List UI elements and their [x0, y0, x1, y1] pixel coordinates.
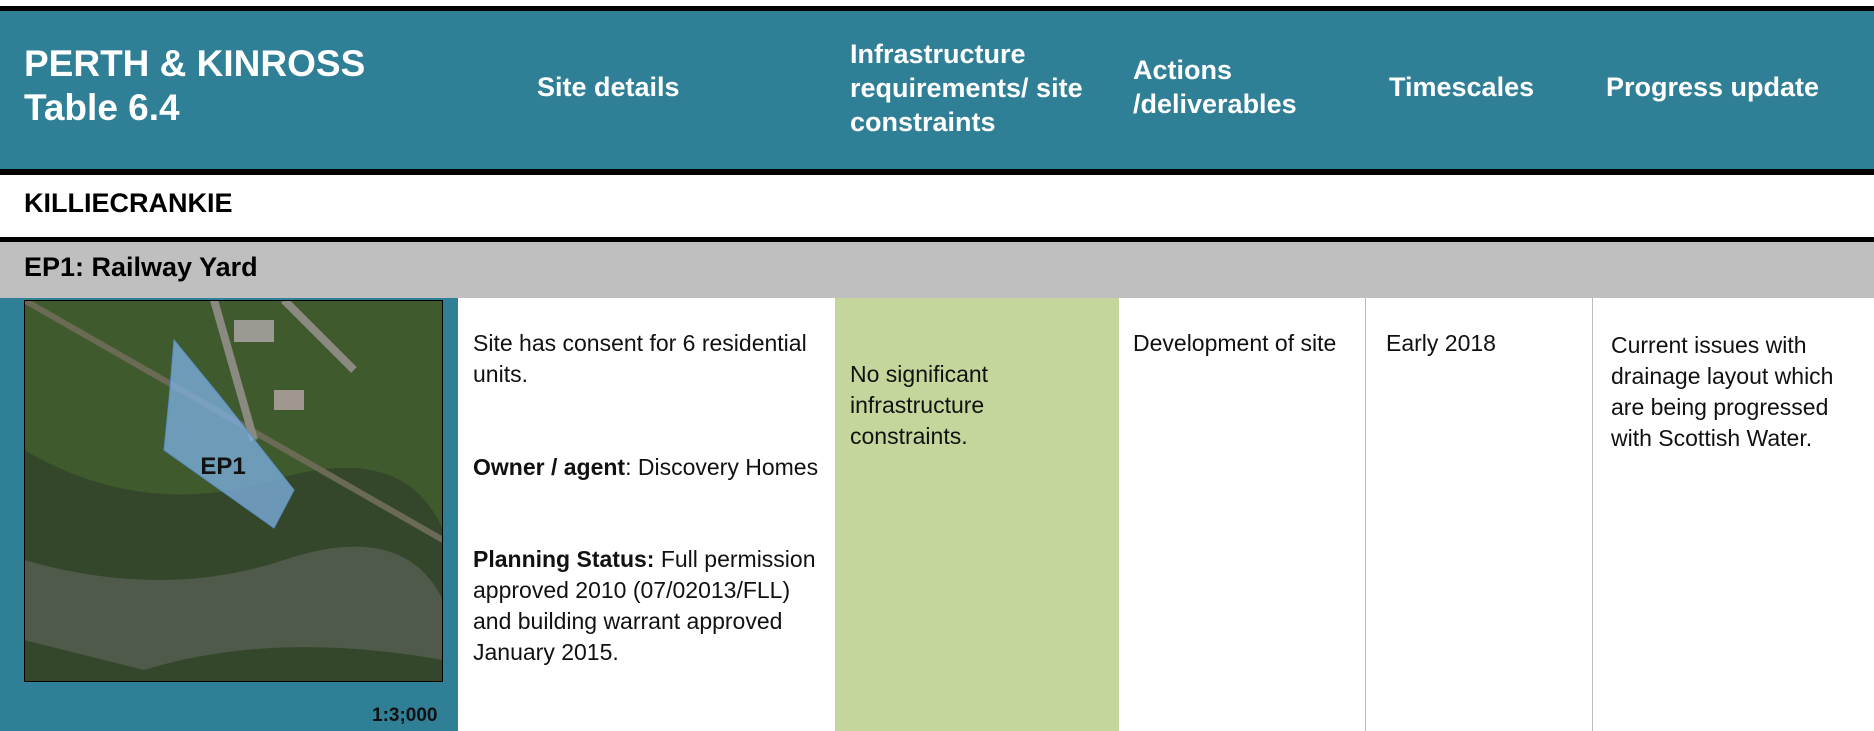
infrastructure-cell: [835, 298, 1119, 731]
infrastructure: No significant infrastructure constraint…: [850, 361, 989, 449]
section-title: KILLIECRANKIE: [24, 188, 233, 218]
map-label: EP1: [200, 453, 245, 480]
progress: Current issues with drainage layout whic…: [1611, 332, 1834, 451]
owner: Owner / agent: Discovery Homes: [473, 454, 819, 480]
site-row: [0, 242, 1874, 298]
actions: Development of site: [1133, 330, 1337, 356]
cell-border: [1592, 298, 1593, 731]
header-band: [0, 11, 1874, 169]
cell-border: [1365, 298, 1366, 731]
planning-status: Planning Status: Full permission approve…: [473, 546, 816, 665]
rule: [0, 6, 1874, 11]
header-title: PERTH & KINROSS Table 6.4: [24, 43, 366, 128]
consent: Site has consent for 6 residential units…: [473, 330, 807, 387]
column-header: Progress update: [1606, 72, 1820, 102]
column-header: Actions /deliverables: [1133, 55, 1297, 119]
site-map: EP1: [24, 300, 443, 682]
column-header: Infrastructure requirements/ site constr…: [850, 39, 1083, 137]
map-scale: 1:3;000: [372, 705, 438, 726]
column-header: Timescales: [1389, 72, 1535, 102]
timescales: Early 2018: [1386, 330, 1496, 356]
column-header: Site details: [537, 72, 680, 102]
rule: [0, 237, 1874, 242]
site-name: EP1: Railway Yard: [24, 252, 258, 282]
rule: [0, 169, 1874, 175]
